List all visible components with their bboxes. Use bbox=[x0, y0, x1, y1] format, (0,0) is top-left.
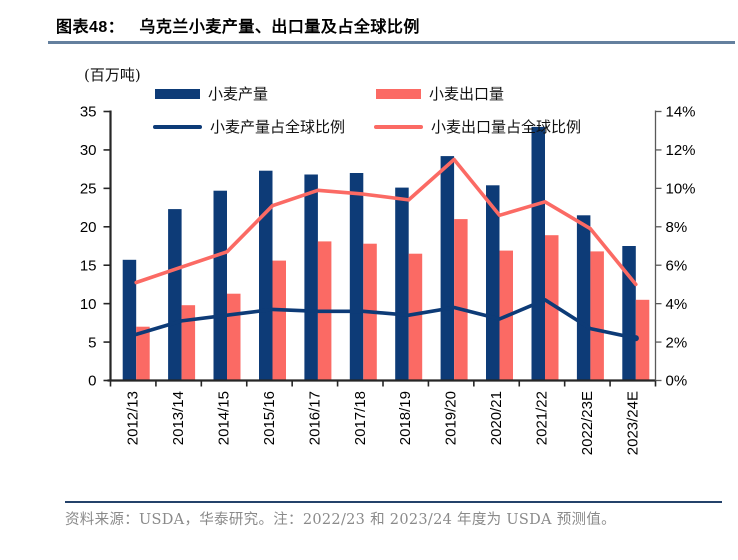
right-axis-label: 12% bbox=[666, 142, 696, 159]
x-axis-label: 2012/13 bbox=[125, 391, 142, 445]
left-axis-label: 10 bbox=[80, 296, 97, 313]
right-axis-label: 8% bbox=[666, 219, 688, 236]
x-axis-label: 2015/16 bbox=[261, 391, 278, 445]
footer-divider bbox=[65, 501, 722, 503]
source-note: 资料来源：USDA，华泰研究。注：2022/23 和 2023/24 年度为 U… bbox=[65, 512, 616, 528]
left-axis-label: 15 bbox=[80, 257, 97, 274]
bar-wheat-production bbox=[531, 126, 545, 381]
right-axis-label: 14% bbox=[666, 104, 696, 121]
right-axis-label: 6% bbox=[666, 257, 688, 274]
left-axis-label: 25 bbox=[80, 181, 97, 198]
left-axis-label: 35 bbox=[80, 104, 97, 121]
bar-wheat-production bbox=[349, 173, 364, 381]
chart-title: 乌克兰小麦产量、出口量及占全球比例 bbox=[139, 19, 420, 36]
x-axis-label: 2014/15 bbox=[216, 391, 233, 445]
x-axis-label: 2013/14 bbox=[170, 391, 187, 445]
bar-wheat-exports bbox=[136, 326, 150, 381]
right-axis-label: 4% bbox=[666, 296, 688, 313]
x-axis-label: 2023/24E bbox=[624, 391, 641, 455]
bar-wheat-production bbox=[304, 174, 318, 381]
left-axis-label: 20 bbox=[80, 219, 97, 236]
figure-title-row: 图表48： 乌克兰小麦产量、出口量及占全球比例 bbox=[56, 13, 420, 37]
right-axis-label: 10% bbox=[666, 181, 696, 198]
left-axis-unit-label: (百万吨) bbox=[84, 66, 141, 84]
figure-number: 图表48： bbox=[56, 19, 125, 36]
bar-wheat-production bbox=[440, 156, 455, 381]
line-production-share bbox=[134, 297, 638, 341]
x-axis-label: 2021/22 bbox=[533, 391, 550, 445]
bar-wheat-exports bbox=[454, 219, 468, 381]
bar-wheat-exports bbox=[635, 299, 650, 381]
left-axis-label: 5 bbox=[88, 334, 96, 351]
bar-wheat-production bbox=[622, 246, 636, 381]
right-axis-label: 0% bbox=[666, 373, 688, 390]
x-axis-label: 2022/23E bbox=[579, 391, 596, 455]
bar-wheat-production bbox=[122, 259, 137, 381]
left-axis-label: 0 bbox=[88, 373, 96, 390]
x-axis-label: 2020/21 bbox=[488, 391, 505, 445]
x-axis-label: 2017/18 bbox=[352, 391, 369, 445]
title-underline bbox=[48, 41, 735, 44]
bar-wheat-production bbox=[486, 185, 500, 381]
x-axis-label: 2019/20 bbox=[443, 391, 460, 445]
bar-wheat-exports bbox=[181, 305, 196, 381]
x-axis-label: 2018/19 bbox=[397, 391, 414, 445]
bar-wheat-exports bbox=[545, 235, 559, 381]
bar-wheat-production bbox=[213, 190, 227, 381]
left-axis-label: 30 bbox=[80, 142, 97, 159]
bar-wheat-production bbox=[259, 170, 273, 381]
bar-wheat-exports bbox=[590, 251, 604, 381]
bar-wheat-production bbox=[168, 209, 182, 381]
bar-wheat-exports bbox=[227, 293, 241, 381]
x-axis-label: 2016/17 bbox=[306, 391, 323, 445]
bar-wheat-production bbox=[576, 215, 591, 381]
line-export-share bbox=[134, 157, 638, 287]
bar-wheat-exports bbox=[272, 260, 286, 381]
right-axis-label: 2% bbox=[666, 334, 688, 351]
line-end-marker bbox=[632, 335, 639, 342]
bar-wheat-production bbox=[395, 187, 409, 381]
bar-wheat-exports bbox=[408, 253, 423, 381]
